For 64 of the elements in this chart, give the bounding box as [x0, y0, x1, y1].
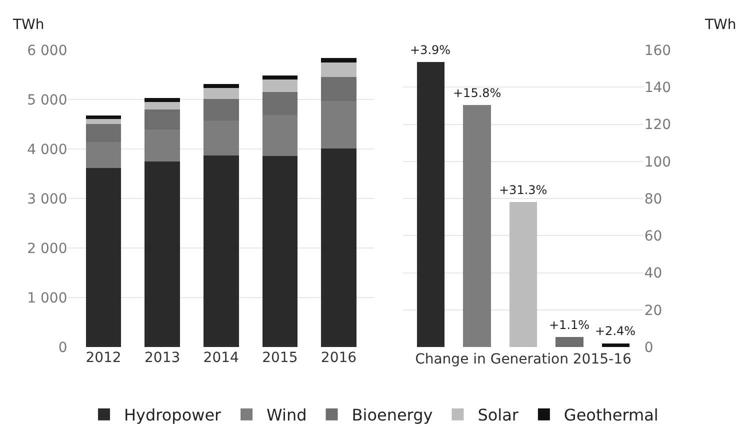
y-tick-label: 0: [644, 340, 654, 356]
bar: [203, 99, 239, 120]
bar: [144, 102, 180, 110]
bar: [86, 115, 122, 119]
bar: [203, 88, 239, 100]
legend-label: Wind: [266, 406, 307, 425]
bar: [509, 202, 538, 347]
bar: [86, 118, 122, 124]
bar: [262, 92, 298, 115]
bar: [262, 76, 298, 80]
y-tick-label: 4 000: [27, 142, 68, 158]
y-tick-label: 100: [644, 154, 672, 170]
y-axis-title: TWh: [704, 17, 736, 33]
annotation: +15.8%: [453, 86, 502, 100]
bar: [321, 62, 356, 78]
y-tick-label: 0: [58, 340, 68, 356]
y-tick-label: 6 000: [27, 42, 68, 59]
legend-label: Bioenergy: [352, 406, 433, 425]
x-tick-label: 2015: [262, 350, 298, 366]
annotation: +2.4%: [595, 324, 636, 338]
y-tick-label: 3 000: [27, 191, 68, 208]
bar: [203, 84, 239, 88]
bar: [556, 336, 584, 347]
bar: [262, 114, 298, 156]
bar: [144, 161, 180, 347]
legend-label: Hydropower: [124, 406, 222, 425]
x-axis-title: Change in Generation 2015-16: [415, 351, 632, 368]
bar: [86, 168, 122, 347]
y-tick-label: 160: [644, 42, 672, 59]
y-tick-label: 1 000: [27, 290, 68, 306]
y-tick-label: 20: [644, 302, 662, 319]
annotation: +3.9%: [410, 43, 451, 57]
y-tick-label: 60: [644, 228, 662, 245]
x-tick-label: 2013: [144, 350, 180, 366]
y-tick-label: 40: [644, 266, 662, 282]
x-tick-label: 2014: [203, 350, 240, 366]
bar: [144, 130, 180, 162]
bar: [203, 120, 239, 156]
bar: [321, 100, 356, 149]
bar: [262, 156, 298, 347]
bar: [321, 58, 356, 62]
legend-label: Geothermal: [564, 406, 658, 425]
bar: [416, 62, 445, 347]
bar: [86, 142, 122, 168]
y-tick-label: 5 000: [27, 92, 68, 108]
bar: [463, 104, 491, 347]
bar: [321, 77, 356, 101]
legend-label: Solar: [478, 406, 519, 425]
y-tick-label: 140: [644, 80, 672, 96]
bar: [144, 109, 180, 130]
bar: [203, 155, 239, 347]
annotation: +1.1%: [549, 318, 590, 332]
bar: [262, 80, 298, 92]
y-tick-label: 80: [644, 191, 662, 208]
x-tick-label: 2012: [86, 350, 122, 366]
annotation: +31.3%: [499, 183, 548, 197]
y-axis-title: TWh: [12, 17, 44, 33]
x-tick-label: 2016: [320, 350, 357, 366]
bar: [144, 98, 180, 102]
bar: [602, 343, 630, 347]
y-tick-label: 2 000: [27, 240, 68, 257]
y-tick-label: 120: [644, 117, 672, 134]
bar: [321, 148, 356, 347]
bar: [86, 124, 122, 142]
